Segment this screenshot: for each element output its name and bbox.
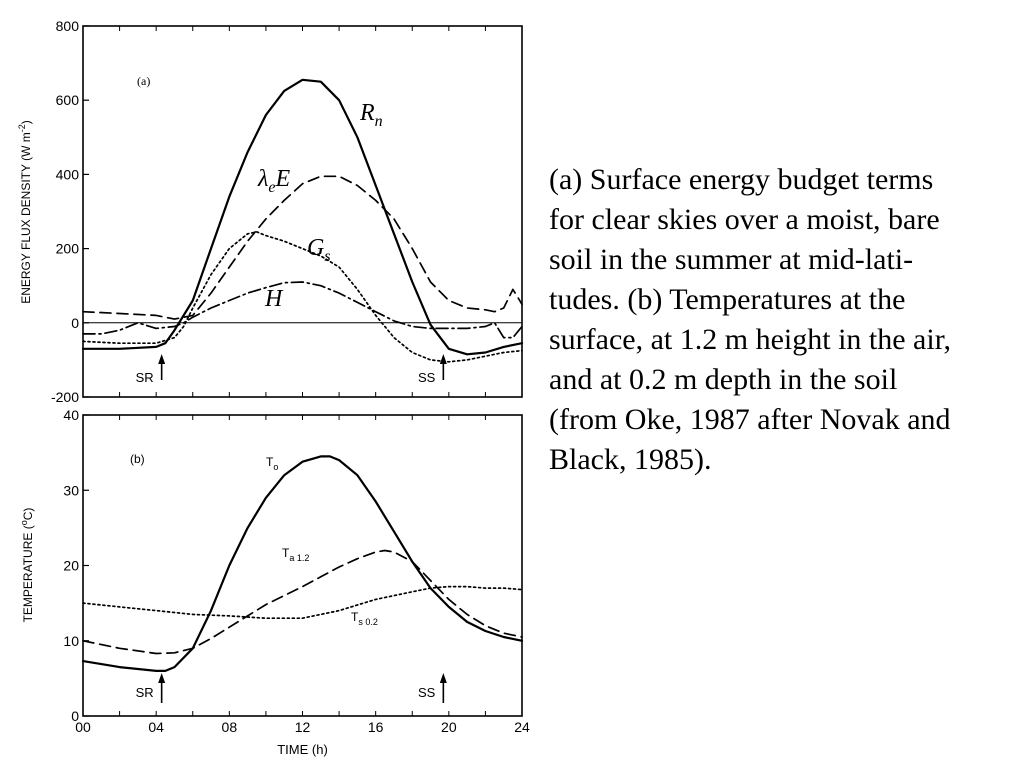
x-tick-label: 08 [222,719,238,735]
series-label: Gs [307,235,331,265]
panel-label: (a) [137,74,150,88]
x-tick-label: 16 [368,719,384,735]
series-label: Ts 0.2 [351,610,378,627]
x-tick-label: 20 [441,719,457,735]
y-tick-label: 600 [56,92,80,108]
marker-label-ss: SS [418,370,436,385]
y-tick-label: 30 [63,482,79,498]
series-line-t-a-1-2 [82,549,523,655]
series-line-t-s-0-2 [82,585,523,620]
series-line-t-o [81,455,524,672]
marker-label-sr: SR [136,370,154,385]
y-tick-label: -200 [51,389,79,405]
series-label: Ta 1.2 [282,546,309,563]
y-axis-label: ENERGY FLUX DENSITY (W m-2) [17,120,33,304]
marker-arrowhead [158,673,166,683]
y-tick-label: 40 [63,407,79,423]
y-tick-label: 10 [63,633,79,649]
marker-arrowhead [439,354,447,364]
series-label: To [266,455,278,472]
panel-label: (b) [130,452,145,466]
x-tick-label: 12 [295,719,311,735]
series-label: λeE [257,166,291,196]
series-line-e-e [82,175,523,320]
panel-a: -200 0 200 400 600 800 ENERGY FLUX DENSITY (W … [17,18,524,405]
y-tick-label: 0 [71,315,79,331]
series-line-g-s [82,231,523,363]
figure-caption: (a) Surface energy budget terms for clea… [549,163,951,476]
x-axis-label: TIME (h) [277,742,328,757]
panel-b: 0 10 20 30 40 00 04 08 12 16 20 24 TIME (h) TEMPERATU… [19,407,530,757]
y-tick-label: 200 [56,241,80,257]
series-label: Rn [359,100,383,130]
series-label: H [264,286,284,312]
y-axis-label: TEMPERATURE (oC) [19,508,35,623]
x-tick-label: 24 [514,719,530,735]
y-tick-label: 0 [71,708,79,724]
marker-label-ss: SS [418,685,436,700]
marker-arrowhead [158,354,166,364]
marker-label-sr: SR [136,685,154,700]
y-tick-label: 20 [63,558,79,574]
x-tick-label: 04 [148,719,164,735]
marker-arrowhead [439,673,447,683]
series-line-h [82,281,523,339]
series-line-r-n [81,78,524,356]
x-tick-label: 00 [75,719,91,735]
y-tick-label: 400 [56,166,80,182]
y-tick-label: 800 [56,18,80,34]
